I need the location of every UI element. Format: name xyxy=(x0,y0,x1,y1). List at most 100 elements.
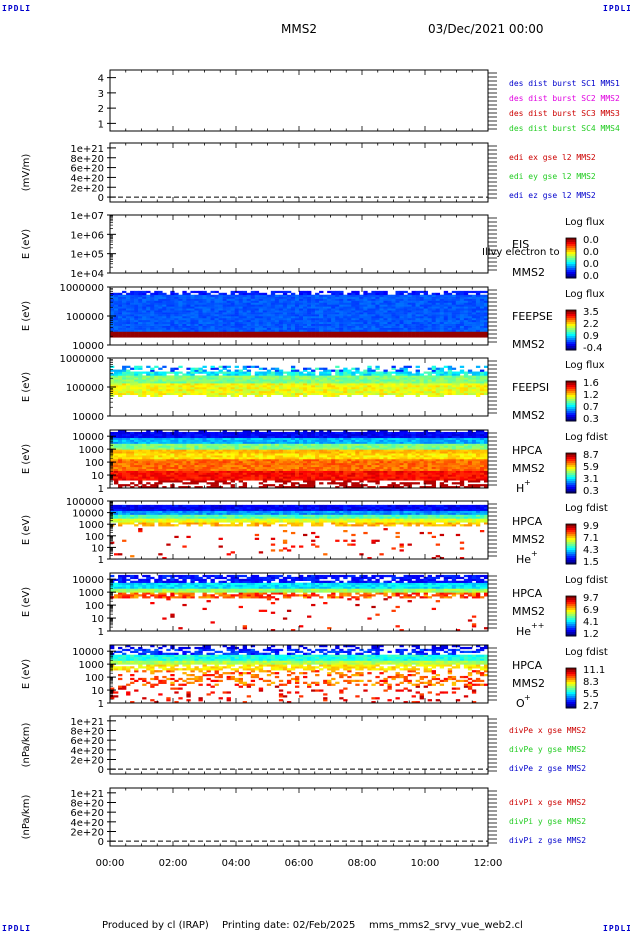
heatmap-cell xyxy=(234,333,239,336)
heatmap-cell xyxy=(186,455,191,458)
heatmap-cell xyxy=(178,381,183,384)
heatmap-cell xyxy=(218,439,223,442)
heatmap-cell xyxy=(315,379,320,382)
heatmap-cell xyxy=(134,474,139,477)
heatmap-cell xyxy=(182,476,187,479)
heatmap-cell xyxy=(114,476,119,479)
heatmap-cell xyxy=(383,306,388,309)
heatmap-cell xyxy=(234,470,239,473)
heatmap-cell xyxy=(427,312,432,315)
heatmap-cell xyxy=(479,298,485,301)
heatmap-cell xyxy=(166,385,171,388)
heatmap-cell xyxy=(331,369,336,372)
heatmap-cell xyxy=(355,390,360,394)
heatmap-cell xyxy=(138,367,143,370)
heatmap-cell xyxy=(379,394,384,397)
heatmap-cell xyxy=(431,321,437,325)
heatmap-cell xyxy=(134,472,139,475)
heatmap-cell xyxy=(206,316,211,319)
heatmap-cell xyxy=(194,335,199,338)
heatmap-cell xyxy=(343,319,348,323)
heatmap-cell xyxy=(110,381,115,384)
heatmap-cell xyxy=(435,373,441,376)
heatmap-cell xyxy=(375,319,380,323)
heatmap-cell xyxy=(198,435,203,439)
heatmap-cell xyxy=(154,472,159,475)
heatmap-cell xyxy=(331,392,336,396)
heatmap-cell xyxy=(190,383,195,386)
heatmap-cell xyxy=(206,296,211,299)
heatmap-cell xyxy=(138,478,143,481)
heatmap-cell xyxy=(162,302,167,305)
heatmap-cell xyxy=(186,333,191,336)
heatmap-cell xyxy=(246,476,252,479)
heatmap-cell xyxy=(399,294,404,297)
heatmap-cell xyxy=(178,392,183,396)
heatmap-cell xyxy=(238,321,243,325)
heatmap-cell xyxy=(122,314,127,317)
heatmap-cell xyxy=(170,470,175,473)
heatmap-cell xyxy=(210,331,215,334)
heatmap-cell xyxy=(162,464,167,468)
heatmap-cell xyxy=(419,298,424,301)
heatmap-cell xyxy=(319,383,324,386)
heatmap-cell xyxy=(415,375,420,378)
heatmap-cell xyxy=(335,392,340,396)
heatmap-cell xyxy=(282,377,288,380)
heatmap-cell xyxy=(138,455,143,458)
heatmap-cell xyxy=(134,298,139,301)
heatmap-cell xyxy=(471,298,477,301)
heatmap-cell xyxy=(222,474,227,477)
heatmap-cell xyxy=(170,371,175,374)
heatmap-cell xyxy=(138,325,143,328)
heatmap-cell xyxy=(407,306,412,309)
heatmap-cell xyxy=(246,387,252,390)
heatmap-cell xyxy=(282,375,288,378)
heatmap-cell xyxy=(218,478,223,481)
heatmap-cell xyxy=(250,388,256,392)
heatmap-cell xyxy=(403,317,408,321)
heatmap-cell xyxy=(463,294,469,297)
heatmap-cell xyxy=(246,453,252,456)
heatmap-cell xyxy=(455,323,461,326)
heatmap-cell xyxy=(423,390,428,394)
heatmap-cell xyxy=(118,308,123,311)
heatmap-cell xyxy=(114,464,119,468)
heatmap-cell xyxy=(114,387,119,390)
heatmap-cell xyxy=(210,365,215,368)
heatmap-cell xyxy=(331,394,336,397)
heatmap-cell xyxy=(242,304,248,307)
heatmap-cell xyxy=(242,441,248,444)
heatmap-cell xyxy=(447,298,453,301)
heatmap-cell xyxy=(254,451,260,454)
colorbar-swatch xyxy=(566,348,576,351)
heatmap-cell xyxy=(114,314,119,317)
heatmap-cell xyxy=(311,317,316,321)
heatmap-cell xyxy=(218,335,223,338)
heatmap-cell xyxy=(234,447,239,450)
heatmap-cell xyxy=(479,379,485,382)
heatmap-cell xyxy=(150,294,155,297)
heatmap-cell xyxy=(290,367,296,370)
heatmap-cell xyxy=(182,486,187,489)
heatmap-cell xyxy=(375,296,380,299)
heatmap-cell xyxy=(299,325,304,328)
heatmap-cell xyxy=(290,375,296,378)
heatmap-cell xyxy=(290,394,296,397)
heatmap-cell xyxy=(431,319,437,323)
heatmap-cell xyxy=(443,392,449,396)
heatmap-cell xyxy=(198,470,203,473)
heatmap-cell xyxy=(110,325,115,328)
heatmap-cell xyxy=(278,331,284,334)
heatmap-cell xyxy=(258,387,264,390)
heatmap-cell xyxy=(387,319,392,323)
heatmap-cell xyxy=(278,325,284,328)
heatmap-cell xyxy=(475,329,481,332)
heatmap-cell xyxy=(150,292,155,296)
heatmap-cell xyxy=(343,321,348,325)
heatmap-cell xyxy=(343,296,348,299)
heatmap-cell xyxy=(182,447,187,450)
heatmap-cell xyxy=(114,468,119,471)
heatmap-cell xyxy=(270,377,276,380)
heatmap-cell xyxy=(166,381,171,384)
